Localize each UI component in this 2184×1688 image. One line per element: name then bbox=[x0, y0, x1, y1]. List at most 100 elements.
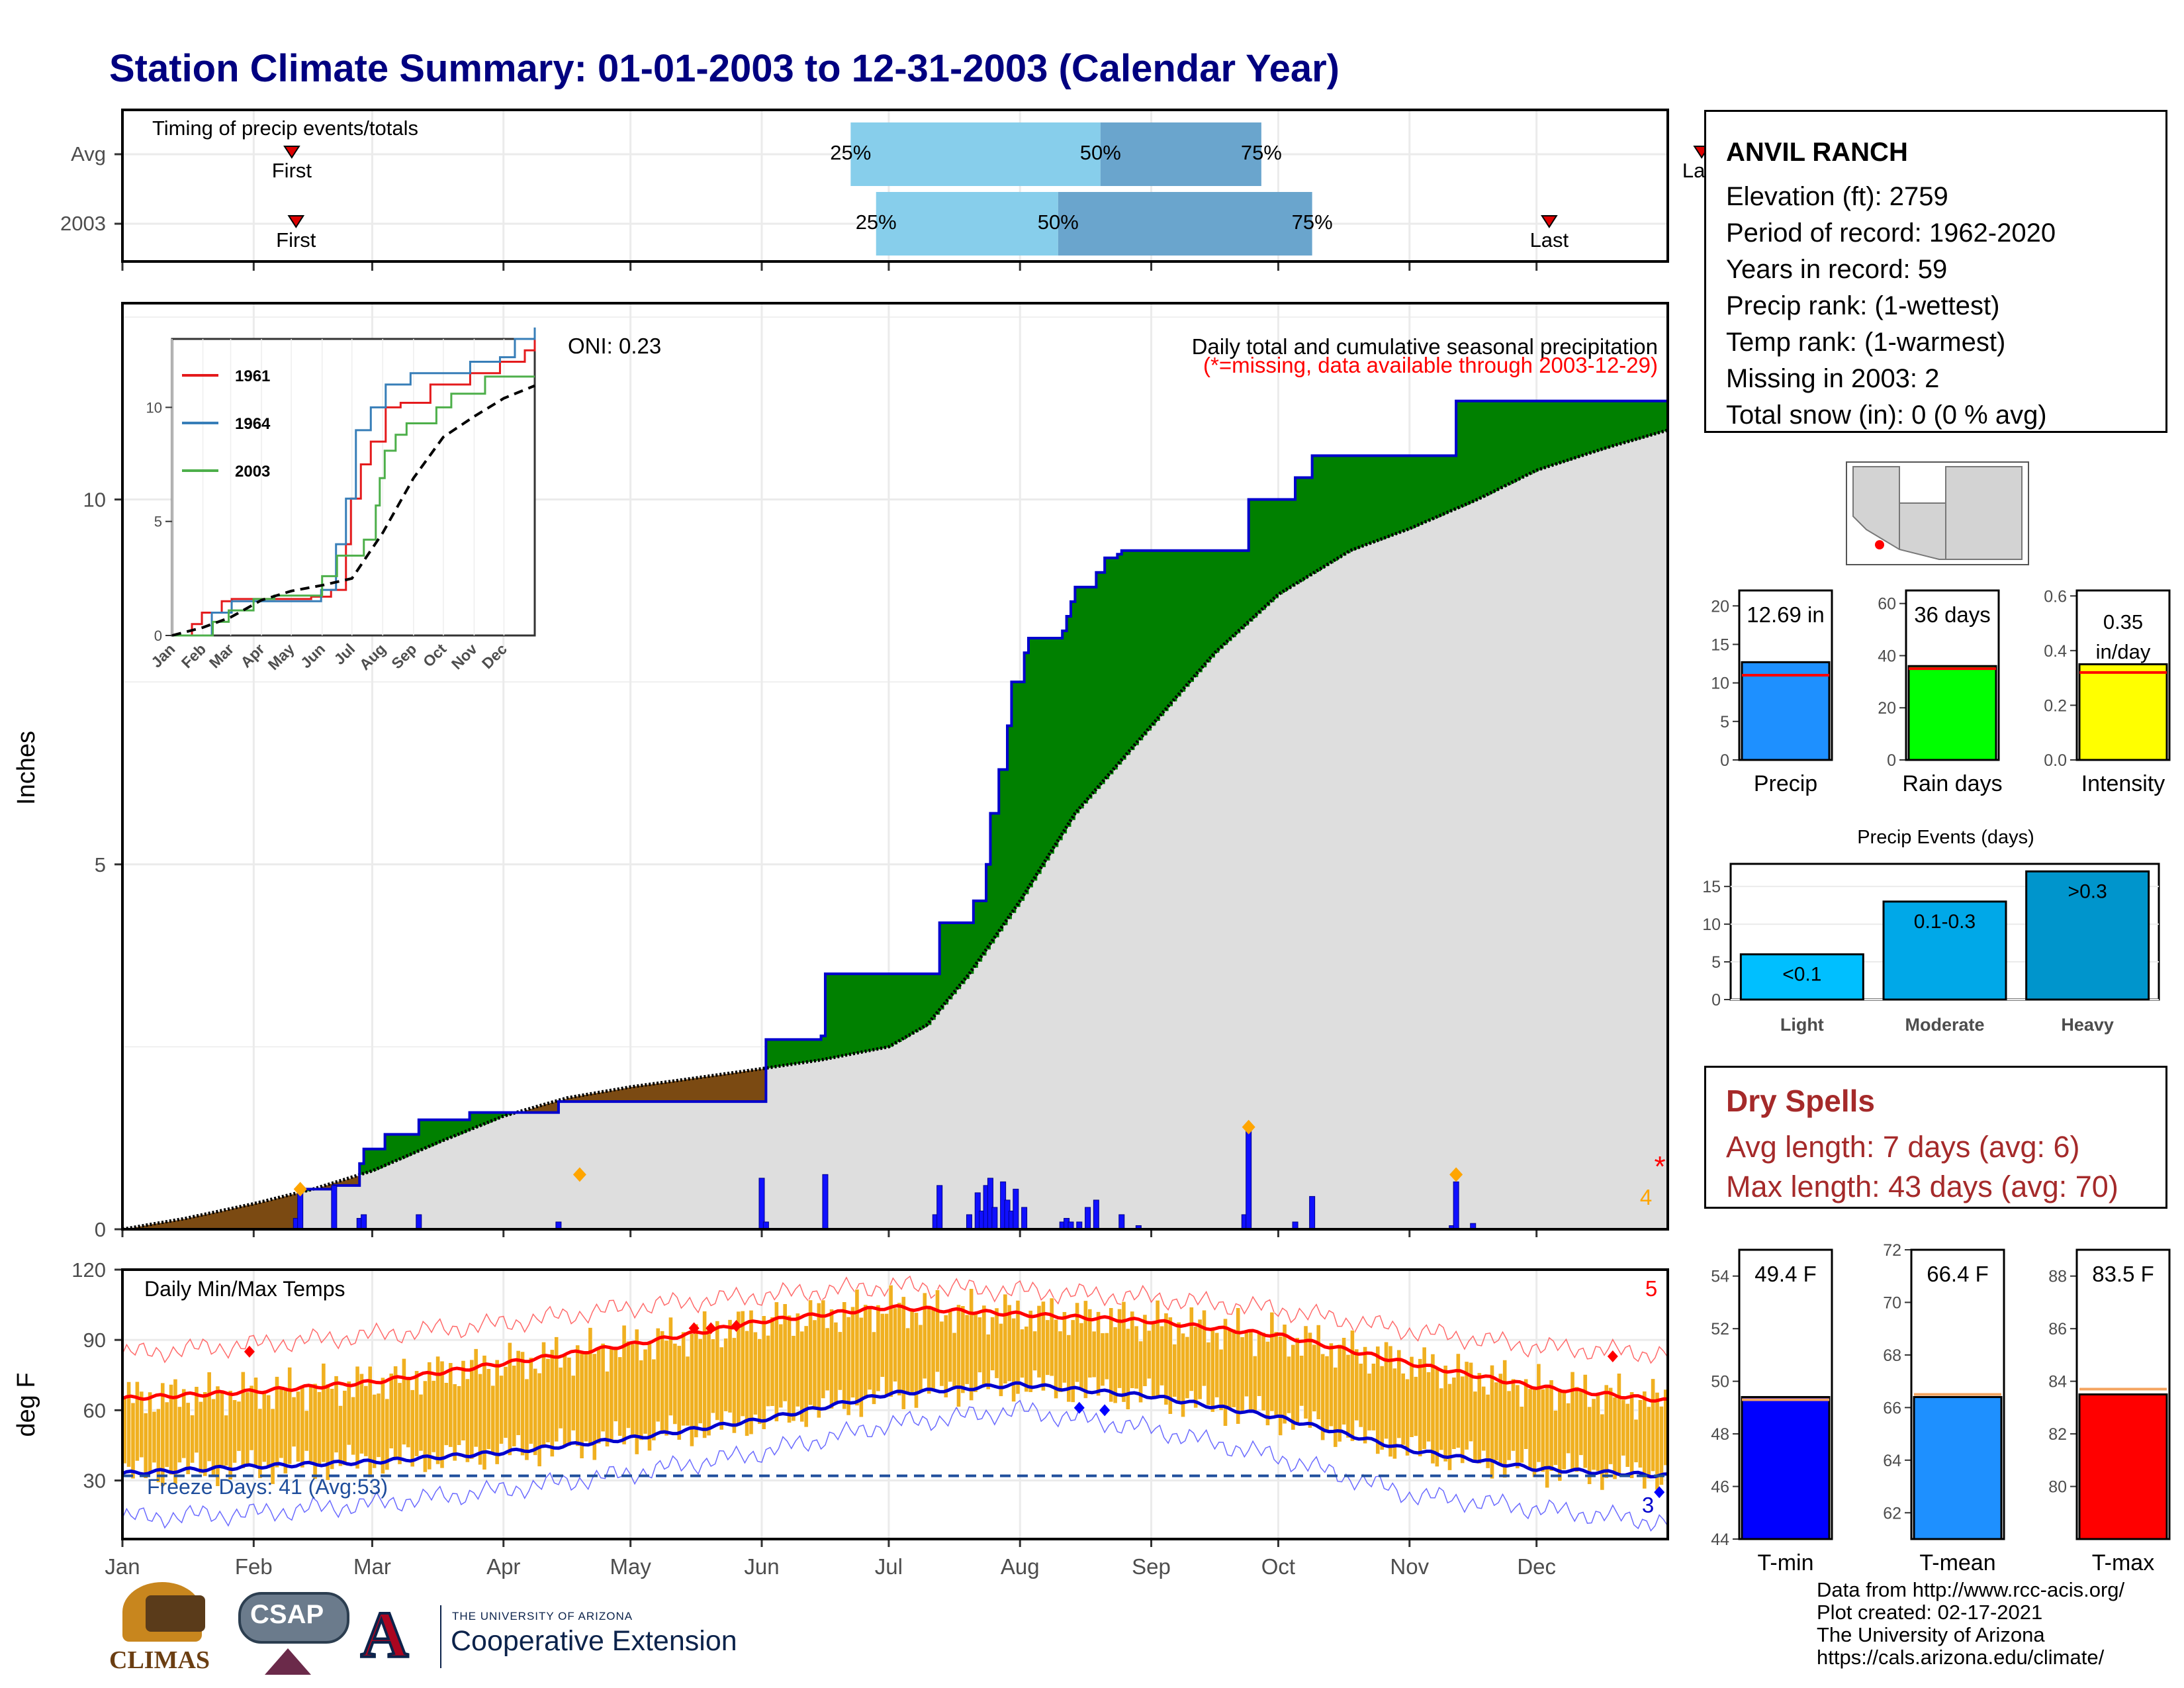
precip-bars-y-tick-label: 60 bbox=[1878, 595, 1896, 614]
inset-series-line bbox=[172, 327, 536, 637]
events-title: Precip Events (days) bbox=[1857, 827, 2034, 848]
month-tick-label: Aug bbox=[1001, 1554, 1040, 1579]
timing-label-last: Last bbox=[1530, 228, 1569, 252]
daily-precip-bar bbox=[822, 1174, 829, 1230]
tmax-record-count: 5 bbox=[1645, 1276, 1657, 1301]
precip-y-tick-label: 10 bbox=[83, 489, 106, 512]
inset-y-tick-label: 0 bbox=[154, 628, 162, 644]
precip-bars-bar bbox=[1907, 665, 1997, 761]
timing-row-label: 2003 bbox=[60, 212, 106, 235]
precip-panel-frame bbox=[121, 302, 1669, 1231]
temp-bars-y-tick-label: 68 bbox=[1883, 1346, 1901, 1365]
daily-precip-bar bbox=[758, 1178, 765, 1230]
temp-bars-value-label: 49.4 F bbox=[1754, 1262, 1817, 1286]
csap-text: CSAP bbox=[250, 1600, 324, 1629]
station-missing: Missing in 2003: 2 bbox=[1726, 364, 1940, 393]
tmin-record-marker bbox=[1654, 1486, 1665, 1499]
inset-y-tick-label: 5 bbox=[154, 514, 162, 530]
precip-deficit-area bbox=[126, 1068, 766, 1229]
month-tick-label: Jan bbox=[105, 1554, 140, 1579]
timing-bar-q25-q50 bbox=[876, 192, 1058, 256]
tmin-record-marker bbox=[1099, 1404, 1111, 1417]
precip-bars-y-tick-label: 0.4 bbox=[2044, 642, 2067, 661]
timing-marker-first bbox=[283, 146, 300, 159]
daily-precip-bar bbox=[991, 1207, 998, 1230]
precip-bars-bar bbox=[2078, 663, 2168, 761]
temp-bars-y-tick-label: 82 bbox=[2048, 1425, 2067, 1444]
timing-label-q25: 25% bbox=[830, 141, 871, 164]
inset-y-tick-label: 10 bbox=[146, 399, 162, 416]
timing-bar-q25-q50 bbox=[850, 122, 1101, 186]
month-tick-label: Jul bbox=[875, 1554, 903, 1579]
dry-spells-heading: Dry Spells bbox=[1726, 1084, 1875, 1118]
timing-label-first: First bbox=[272, 159, 312, 182]
freeze-days-label: Freeze Days: 41 (Avg:53) bbox=[147, 1475, 388, 1499]
location-map-region bbox=[1852, 466, 2023, 560]
timing-bar-q50-q75 bbox=[1100, 122, 1261, 186]
precip-bars-y-tick-label: 10 bbox=[1711, 675, 1729, 693]
avg-cumulative-area bbox=[122, 430, 1668, 1229]
timing-row-label: Avg bbox=[71, 142, 106, 165]
tmax-avg-line bbox=[122, 1304, 1668, 1403]
temp-y-tick-label: 90 bbox=[83, 1329, 106, 1352]
tmax-record-marker bbox=[731, 1319, 742, 1332]
timing-label-q50: 50% bbox=[1038, 211, 1079, 234]
events-y-tick-label: 5 bbox=[1711, 953, 1721, 972]
temp-bars-y-tick-label: 50 bbox=[1711, 1373, 1729, 1391]
precip-y-axis-label: Inches bbox=[13, 731, 40, 805]
temp-bars-y-tick-label: 44 bbox=[1711, 1530, 1729, 1549]
timing-title: Timing of precip events/totals bbox=[152, 117, 418, 140]
precip-bars-y-tick-label: 0.2 bbox=[2044, 696, 2067, 715]
climas-logo: CLIMAS bbox=[109, 1582, 215, 1681]
daily-precip-bar bbox=[416, 1214, 422, 1230]
inset-legend-label: 1964 bbox=[235, 415, 271, 433]
precip-subtitle: (*=missing, data available through 2003-… bbox=[1203, 353, 1658, 377]
station-precip-rank: Precip rank: (1-wettest) bbox=[1726, 291, 2000, 320]
month-tick-label: Jun bbox=[744, 1554, 779, 1579]
footer-university: The University of Arizona bbox=[1817, 1623, 2045, 1646]
events-y-tick-label: 10 bbox=[1702, 915, 1721, 934]
events-bar-label: <0.1 bbox=[1782, 964, 1821, 986]
tmin-record-marker bbox=[1073, 1401, 1085, 1414]
month-tick-label: Dec bbox=[1517, 1554, 1556, 1579]
temp-bars-y-tick-label: 54 bbox=[1711, 1268, 1729, 1286]
inset-series-line bbox=[172, 375, 535, 637]
events-y-tick-label: 0 bbox=[1711, 991, 1721, 1009]
precip-bars-y-tick-label: 15 bbox=[1711, 635, 1729, 654]
events-bar bbox=[1882, 900, 2007, 1001]
dry-spells-avg: Avg length: 7 days (avg: 6) bbox=[1726, 1130, 2080, 1164]
timing-label-q75: 75% bbox=[1241, 141, 1282, 164]
temp-bars-y-tick-label: 62 bbox=[1883, 1504, 1901, 1523]
inset-legend-label: 1961 bbox=[235, 367, 270, 385]
footer-plot-created: Plot created: 02-17-2021 bbox=[1817, 1601, 2043, 1624]
daily-precip-bar bbox=[1118, 1214, 1125, 1230]
timing-panel-frame bbox=[121, 109, 1669, 263]
tmax-record-marker bbox=[705, 1322, 717, 1335]
temp-bars-value-label: 66.4 F bbox=[1927, 1262, 1989, 1286]
temp-bars-bar bbox=[1741, 1395, 1831, 1540]
dry-spells-box: Dry Spells Avg length: 7 days (avg: 6) M… bbox=[1704, 1066, 2167, 1209]
events-category-label: Light bbox=[1780, 1015, 1824, 1035]
station-elevation: Elevation (ft): 2759 bbox=[1726, 182, 1948, 211]
station-info-box: ANVIL RANCH Elevation (ft): 2759 Period … bbox=[1704, 110, 2167, 433]
temp-bars-y-tick-label: 52 bbox=[1711, 1320, 1729, 1338]
footer-data-source: Data from http://www.rcc-acis.org/ bbox=[1817, 1578, 2125, 1601]
temp-bars-category-label: T-mean bbox=[1919, 1550, 1995, 1575]
daily-precip-bar bbox=[361, 1214, 367, 1230]
temp-bars-y-tick-label: 72 bbox=[1883, 1241, 1901, 1260]
station-name: ANVIL RANCH bbox=[1726, 138, 1908, 167]
precip-bars-value-label: 12.69 in bbox=[1747, 602, 1824, 627]
daily-precip-bar bbox=[331, 1185, 338, 1230]
tmin-record-line bbox=[122, 1399, 1668, 1532]
tmax-record-line bbox=[122, 1275, 1668, 1364]
temp-bars-y-tick-label: 66 bbox=[1883, 1399, 1901, 1417]
precip-bars-y-tick-label: 0.0 bbox=[2044, 751, 2067, 770]
precip-bars-value-label: in/day bbox=[2096, 640, 2151, 663]
temp-bars-category-label: T-max bbox=[2092, 1550, 2154, 1575]
tmin-record-count: 3 bbox=[1642, 1493, 1654, 1517]
tmax-record-marker bbox=[244, 1345, 255, 1358]
month-tick-label: Nov bbox=[1390, 1554, 1429, 1579]
precip-bars-y-tick-label: 0 bbox=[1887, 751, 1896, 770]
precip-bars-bar bbox=[1741, 661, 1831, 761]
temp-bars-y-tick-label: 64 bbox=[1883, 1452, 1901, 1470]
